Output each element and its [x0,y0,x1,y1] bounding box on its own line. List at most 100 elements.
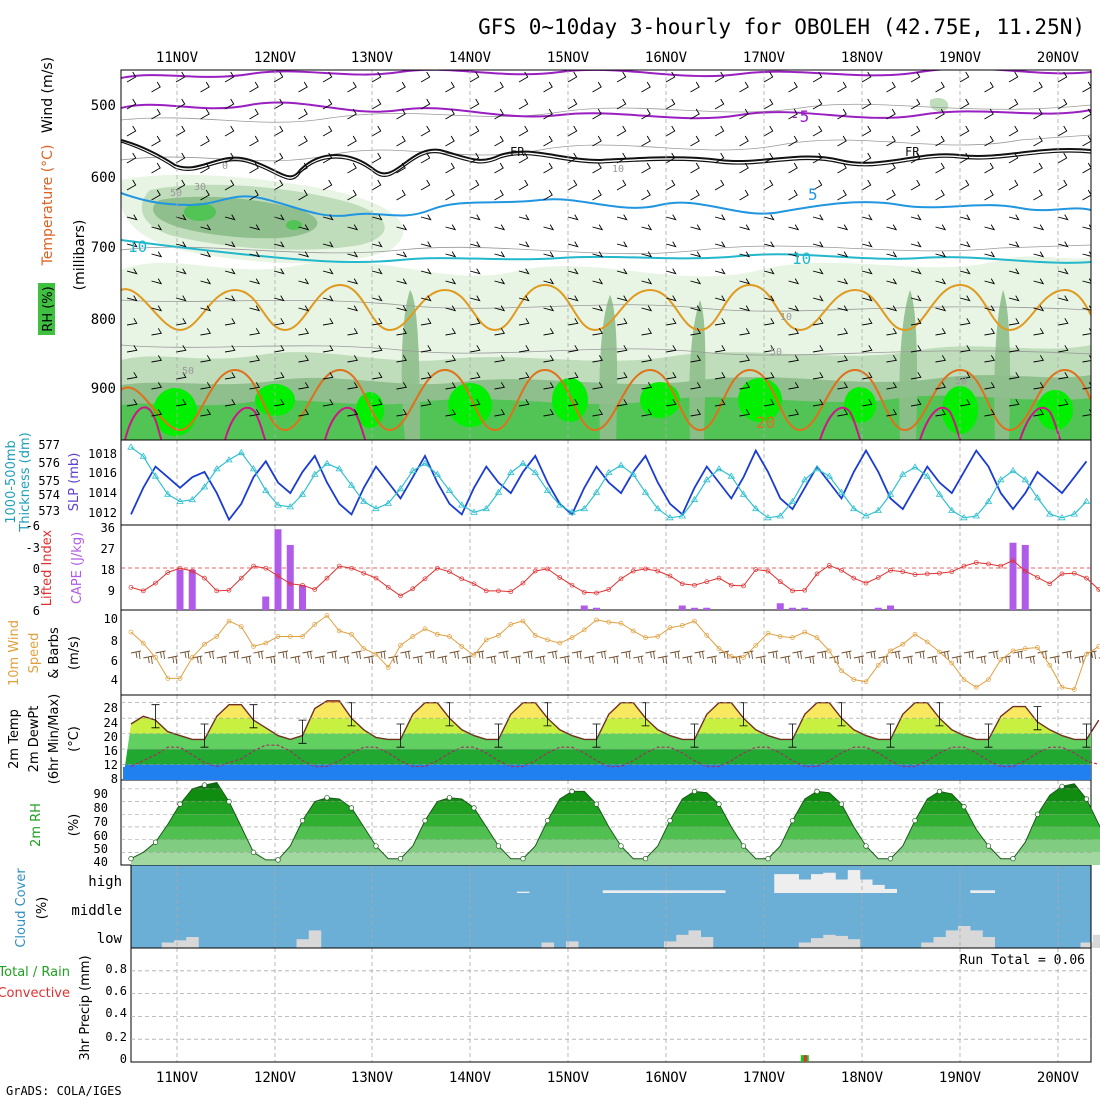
wind-barb [837,108,847,120]
wind-barb [322,372,334,380]
wind-barb [763,214,775,221]
wind-barb [935,224,947,231]
wind-barb [494,278,506,285]
temp-ylabel-2: (6hr Min/Max) [47,694,62,784]
lifted-index-point [790,588,795,594]
lifted-index-point [643,566,648,572]
wind-barb [1008,372,1020,380]
surface-wind-barb [339,655,350,665]
high-cloud-bar [798,879,812,893]
cape-tick: 27 [101,542,115,556]
wind-barb [837,305,849,312]
cloud-level-low: low [97,931,123,947]
wind-speed-point [324,613,330,618]
wind-barb [1082,251,1091,257]
high-cloud-bar [774,874,787,893]
wind-barb [175,152,186,164]
wind-barb [151,162,161,174]
wind-barb [347,278,359,285]
wind-barb [1008,179,1019,191]
wind-barb [788,382,800,390]
precip-tick: 0.4 [105,1006,127,1020]
wind-barb [616,399,628,407]
slp-line [130,448,1088,522]
wind-barb [690,162,700,174]
contour-label: 10 [128,237,147,256]
wind-tick: 10 [104,612,118,626]
thickness-line [130,446,1087,519]
lifted-index-point [606,587,612,592]
wind-speed-point [189,655,195,660]
rh-point [201,782,208,788]
wind-barb [396,81,406,93]
thickness-marker [776,512,785,519]
low-cloud-bar [823,934,836,948]
date-label-bottom: 19NOV [939,1070,982,1086]
thickness-tick: 574 [38,488,60,502]
wind-barb [837,278,849,285]
wind-barb [788,328,800,336]
low-cloud-bar [958,926,971,948]
wind-barb [1033,224,1045,231]
thickness-marker [311,470,319,477]
wind-barb [910,98,921,110]
wind-barb [592,224,604,231]
wind-barb [1082,135,1091,147]
wind-barb [886,162,896,174]
pressure-axis: 500 600 700 800 900 [91,98,116,397]
wind-barb [347,224,359,231]
lifted-index-point [226,587,232,593]
wind-barb [959,98,970,110]
wind-barb [886,189,896,201]
wind-barb [1057,214,1069,221]
cape-panel: -6 -3 0 3 6 36 27 18 9 Lifted Index CAPE… [26,519,115,618]
low-cloud-bar [664,941,677,948]
wind-barb [763,318,775,326]
wind-speed-point [741,655,746,660]
wind-barb [935,328,947,336]
high-cloud-bar [517,891,530,893]
wind-barb [347,251,359,258]
min-max-bar [592,723,601,748]
wind-barb [469,372,481,380]
wind-speed-point [924,639,930,645]
wind-barb [788,135,798,147]
cape-bar [691,607,698,610]
wind-barb [151,278,163,285]
lifted-index-point [545,566,550,572]
wind-barb [298,135,308,147]
cape-bar [887,605,894,610]
wind-barb [200,108,210,120]
wind-barb [224,295,236,302]
wind-barb [445,355,457,363]
wind-barb [592,328,604,336]
rh-shading [121,70,1091,440]
low-cloud-bar [161,942,175,948]
wind-barb [984,135,994,147]
wind-barb [935,189,945,201]
temp-ylabel-0: 2m Temp [7,709,22,769]
wind-speed-point [753,642,759,648]
wind-barb [126,179,137,191]
lifted-index-point [214,588,220,594]
wind-barb [861,214,873,221]
lifted-index-point [275,573,281,579]
lifted-index-point [998,563,1004,569]
wind-barb [273,241,285,248]
rh-point [618,843,624,849]
lifted-index-point [483,588,489,594]
wind-barb [494,189,504,201]
thickness-marker [666,514,674,521]
thickness-marker [396,485,405,492]
wind-barb [518,98,529,110]
wind-barb [371,345,383,353]
wind-barb [273,179,284,191]
thickness-marker [690,495,699,503]
wind-barb [837,382,849,390]
wind-barb [175,241,187,248]
wind-barb [494,305,506,312]
high-cloud-bar [602,890,616,893]
wind-barb [371,71,382,83]
wind-barb [1033,251,1045,258]
min-max-bar [249,704,258,729]
